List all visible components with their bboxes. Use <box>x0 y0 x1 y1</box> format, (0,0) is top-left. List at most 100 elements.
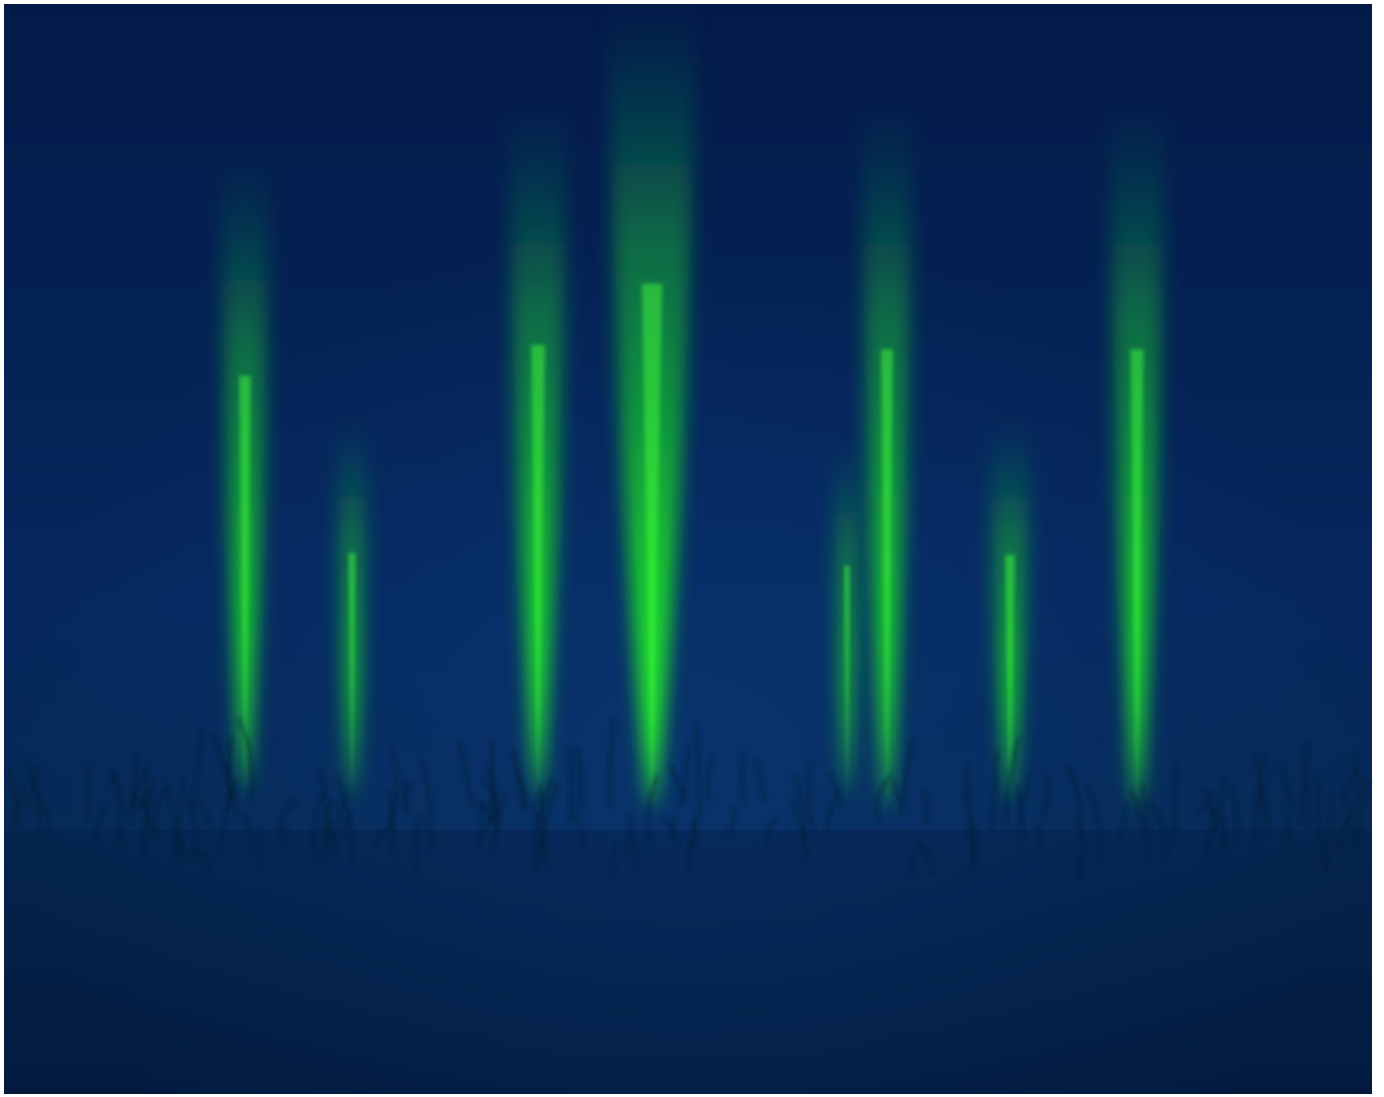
twig <box>531 803 540 873</box>
twig <box>1325 793 1333 875</box>
twig <box>807 763 814 828</box>
twig <box>177 778 186 859</box>
twig <box>632 841 638 870</box>
twig <box>681 742 690 803</box>
twig <box>376 826 393 848</box>
twig <box>28 767 39 811</box>
twig <box>232 779 238 813</box>
twig <box>112 769 122 849</box>
twig <box>1078 851 1082 880</box>
twig <box>515 766 526 813</box>
twig <box>283 821 288 850</box>
twig <box>827 771 842 810</box>
twig <box>242 812 252 855</box>
twig <box>1254 755 1269 837</box>
twig <box>1316 778 1325 865</box>
twig <box>989 750 998 832</box>
beam-core <box>1130 349 1144 812</box>
twig <box>1364 778 1371 802</box>
twig <box>1173 764 1178 841</box>
twig <box>34 788 51 840</box>
twig <box>672 816 678 846</box>
twig <box>791 798 809 854</box>
twig <box>129 773 145 825</box>
twig <box>426 824 434 850</box>
twig <box>695 724 701 807</box>
twig <box>477 802 484 847</box>
twig <box>143 777 156 863</box>
twig <box>622 815 632 860</box>
twig <box>1253 754 1265 844</box>
twig <box>1346 821 1359 853</box>
twig <box>1117 804 1127 846</box>
twig <box>191 730 203 810</box>
twig <box>1286 815 1298 865</box>
twig <box>1016 785 1023 843</box>
twig <box>965 763 973 802</box>
twig <box>530 831 537 864</box>
twig <box>420 762 432 820</box>
twig <box>1213 778 1225 834</box>
twig <box>91 807 106 860</box>
twig <box>915 840 933 875</box>
twig <box>968 814 976 878</box>
twig <box>6 767 21 829</box>
light-beams <box>221 0 1164 812</box>
twig <box>536 777 553 821</box>
twig <box>335 793 348 858</box>
twig <box>1207 833 1212 858</box>
twig <box>11 782 28 826</box>
twig <box>488 794 496 827</box>
twig <box>1037 822 1044 853</box>
twig <box>412 813 423 877</box>
twig <box>727 805 735 835</box>
twig <box>318 767 328 851</box>
twig <box>1141 785 1152 837</box>
twig <box>312 793 324 863</box>
twig <box>612 843 617 877</box>
twig <box>659 815 674 837</box>
twig <box>569 747 573 826</box>
twig <box>910 846 923 874</box>
twig <box>278 799 297 843</box>
twig <box>706 755 716 804</box>
twig <box>1148 799 1167 861</box>
snow-ground <box>4 830 1372 1094</box>
twig <box>1087 784 1102 862</box>
twig <box>164 780 182 864</box>
twig <box>458 740 474 809</box>
beam-core <box>843 566 851 800</box>
twig <box>1219 808 1225 854</box>
twig <box>1065 764 1082 835</box>
twig <box>754 759 766 803</box>
beam-core <box>641 283 663 810</box>
twig <box>325 817 333 860</box>
twig <box>667 764 683 805</box>
twig <box>86 765 90 821</box>
twig <box>1131 791 1148 860</box>
twig <box>875 775 892 822</box>
twig <box>136 789 150 812</box>
twig <box>258 826 263 868</box>
twig <box>403 781 410 811</box>
twig <box>921 789 930 823</box>
twig <box>544 833 549 867</box>
shrubs <box>6 717 1371 880</box>
twig <box>1306 775 1311 826</box>
twig <box>184 796 197 859</box>
beam-core <box>348 553 356 800</box>
twig <box>27 764 42 844</box>
twig <box>1043 772 1048 817</box>
twig <box>1355 755 1359 837</box>
twig <box>793 773 807 862</box>
twig <box>1280 762 1294 808</box>
twig <box>144 763 152 837</box>
twig <box>687 804 704 873</box>
twig <box>765 816 778 846</box>
twig <box>194 851 211 879</box>
twig <box>491 792 506 853</box>
beam-core <box>881 349 893 812</box>
twig <box>137 796 154 833</box>
twig <box>348 824 354 863</box>
